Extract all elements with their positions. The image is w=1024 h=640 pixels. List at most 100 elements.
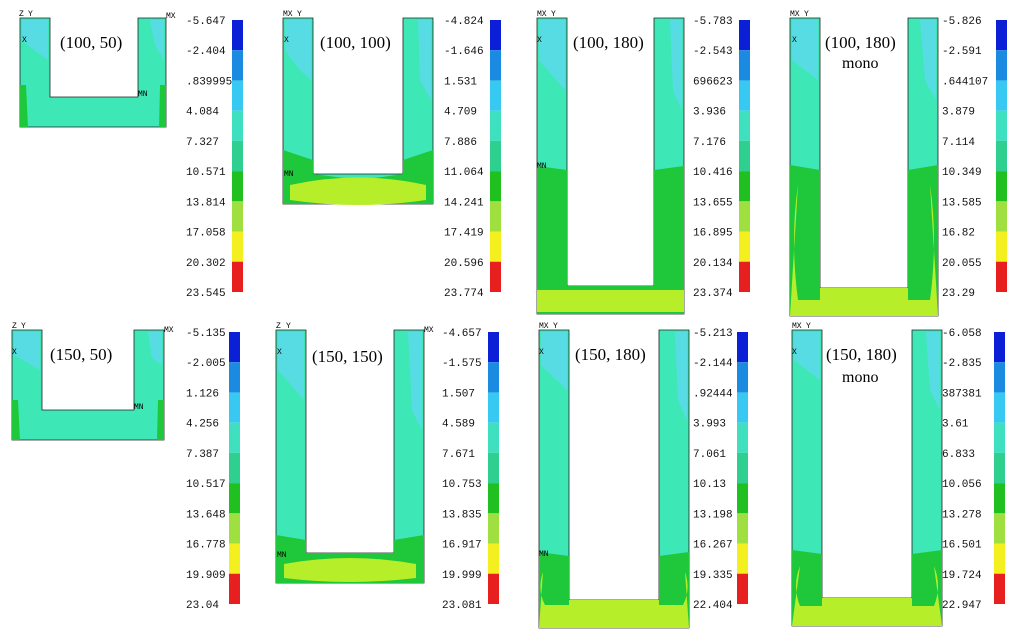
legend-tick-label: 14.241 xyxy=(444,197,484,209)
legend-color-band xyxy=(739,20,750,51)
legend-color-band xyxy=(488,573,499,604)
stress-zone-cyan xyxy=(278,332,304,400)
z-axis-marker: Z xyxy=(19,10,24,19)
panel-label: (150, 180) xyxy=(575,345,646,364)
legend-tick-label: -5.783 xyxy=(693,16,733,28)
legend-color-band xyxy=(490,80,501,111)
legend-color-band xyxy=(737,543,748,574)
stress-zone-green xyxy=(20,85,28,127)
legend-tick-label: -2.591 xyxy=(942,46,982,58)
legend-tick-label: -5.647 xyxy=(186,16,226,28)
legend-color-band xyxy=(490,140,501,172)
min-marker: MN xyxy=(284,170,294,179)
legend-tick-label: 23.081 xyxy=(442,600,482,612)
legend-tick-label: 20.134 xyxy=(693,258,733,270)
y-axis-marker: Y xyxy=(297,10,302,19)
legend-color-band xyxy=(994,483,1005,514)
legend-color-band xyxy=(996,261,1007,292)
u-body xyxy=(11,329,165,441)
legend-tick-label: 387381 xyxy=(942,388,982,400)
legend-tick-label: 4.709 xyxy=(444,107,477,119)
legend-tick-label: 19.999 xyxy=(442,570,482,582)
legend-tick-label: -5.826 xyxy=(942,16,982,28)
legend-color-band xyxy=(996,110,1007,141)
legend-bar: -4.824 -1.646 1.531 4.709 7.886 11.064 14.241 1… xyxy=(444,16,501,300)
legend-color-band xyxy=(994,513,1005,544)
contour-plot-1: Z Y X MX MN (100, 50) -5.647 -2.404 .83999… xyxy=(19,10,243,300)
stress-zone-yellowgreen xyxy=(284,558,416,582)
u-body xyxy=(19,17,167,128)
max-marker: MX xyxy=(539,322,549,331)
y-axis-marker: Y xyxy=(28,10,33,19)
panel-label: (150, 150) xyxy=(312,347,383,366)
panel-label: (100, 100) xyxy=(320,33,391,52)
panel-sublabel: mono xyxy=(842,55,878,72)
legend-tick-label: 7.061 xyxy=(693,449,726,461)
legend-tick-label: 7.327 xyxy=(186,137,219,149)
legend-tick-label: 13.814 xyxy=(186,197,226,209)
legend-color-band xyxy=(232,20,243,51)
legend-tick-label: 3.879 xyxy=(942,107,975,119)
x-axis-marker: X xyxy=(22,36,27,45)
legend-color-band xyxy=(490,231,501,262)
legend-tick-label: 17.058 xyxy=(186,228,226,240)
y-axis-marker: Y xyxy=(551,10,556,19)
legend-color-band xyxy=(994,332,1005,363)
legend-tick-label: 7.176 xyxy=(693,137,726,149)
legend-tick-label: 1.531 xyxy=(444,76,477,88)
max-marker: MX xyxy=(166,12,176,21)
legend-color-band xyxy=(490,201,501,232)
legend-tick-label: 696623 xyxy=(693,76,733,88)
stress-zone-cyan xyxy=(285,20,311,80)
x-axis-marker: X xyxy=(284,36,289,45)
legend-color-band xyxy=(739,140,750,172)
stress-zone-green xyxy=(159,85,166,127)
legend-color-band xyxy=(996,231,1007,262)
legend-color-band xyxy=(739,201,750,232)
legend-tick-label: -2.543 xyxy=(693,46,733,58)
legend-tick-label: 3.61 xyxy=(942,419,969,431)
legend-color-band xyxy=(488,332,499,363)
y-axis-marker: Y xyxy=(804,10,809,19)
legend-tick-label: 17.419 xyxy=(444,228,484,240)
legend-tick-label: 11.064 xyxy=(444,167,484,179)
legend-color-band xyxy=(490,110,501,141)
legend-tick-label: -6.058 xyxy=(942,328,982,340)
stress-zone-cyan xyxy=(541,332,567,390)
legend-color-band xyxy=(488,422,499,453)
legend-color-band xyxy=(994,573,1005,604)
max-marker: MX xyxy=(792,322,802,331)
min-marker: MN xyxy=(134,403,144,412)
legend-tick-label: 19.909 xyxy=(186,570,226,582)
legend-tick-label: 10.056 xyxy=(942,479,982,491)
stress-zone-cyan xyxy=(794,332,820,380)
legend-tick-label: 10.571 xyxy=(186,167,226,179)
legend-tick-label: 16.917 xyxy=(442,540,482,552)
x-axis-marker: X xyxy=(277,348,282,357)
legend-color-band xyxy=(737,452,748,484)
panel-label: (100, 180) xyxy=(573,33,644,52)
legend-color-band xyxy=(229,392,240,423)
panel-label: (150, 180) xyxy=(826,345,897,364)
legend-bar: -5.826 -2.591 .644107 3.879 7.114 10.349 13.58… xyxy=(942,16,1007,300)
legend-tick-label: -2.404 xyxy=(186,46,226,58)
legend-tick-label: 7.387 xyxy=(186,449,219,461)
legend-color-band xyxy=(488,362,499,393)
max-marker: MX xyxy=(537,10,547,19)
contour-plot-4: MX Y X (100, 180) mono -5.826 -2.591 .6441… xyxy=(789,10,1007,317)
x-axis-marker: X xyxy=(792,348,797,357)
legend-bar: -5.783 -2.543 696623 3.936 7.176 10.416 13.655… xyxy=(693,16,750,300)
legend-tick-label: 7.671 xyxy=(442,449,475,461)
legend-tick-label: .644107 xyxy=(942,76,988,88)
legend-color-band xyxy=(994,452,1005,484)
legend-tick-label: 7.114 xyxy=(942,137,975,149)
legend-color-band xyxy=(232,201,243,232)
stress-zone-green xyxy=(12,400,20,440)
x-axis-marker: X xyxy=(12,348,17,357)
legend-tick-label: 10.349 xyxy=(942,167,982,179)
legend-color-band xyxy=(994,362,1005,393)
panel-label: (100, 180) xyxy=(825,33,896,52)
legend-color-band xyxy=(739,171,750,202)
stress-zone-cyan xyxy=(150,20,164,60)
legend-tick-label: -2.835 xyxy=(942,358,982,370)
